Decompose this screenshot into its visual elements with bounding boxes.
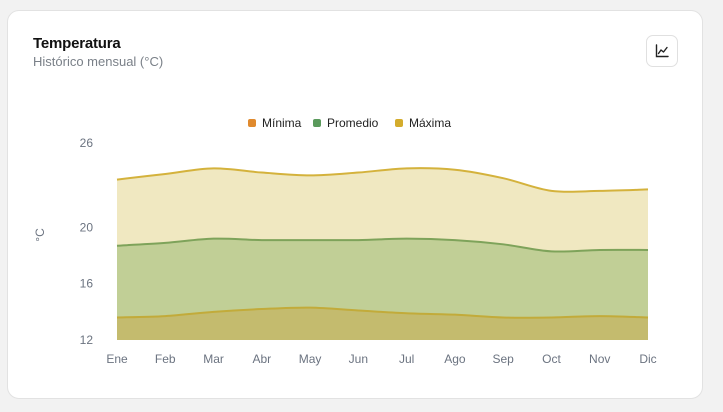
line-chart-icon bbox=[655, 44, 669, 58]
chart-type-button[interactable] bbox=[646, 35, 678, 67]
card-title: Temperatura bbox=[33, 35, 121, 52]
temperature-card: Temperatura Histórico mensual (°C) bbox=[7, 10, 703, 399]
card-subtitle: Histórico mensual (°C) bbox=[33, 54, 164, 69]
